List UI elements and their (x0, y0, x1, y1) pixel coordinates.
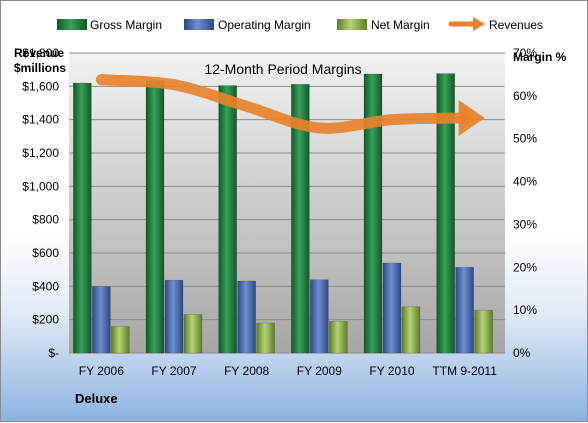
y-right-tick-label: 40% (513, 175, 537, 189)
company-label: Deluxe (75, 391, 118, 406)
y-left-label-line2: $millions (14, 61, 66, 75)
bar-operating-margin (164, 279, 184, 354)
bars (73, 73, 493, 354)
legend-swatch-gross-margin (57, 19, 87, 30)
plot-area (69, 53, 505, 353)
legend-swatch-revenues-arrowhead (473, 17, 485, 31)
y-left-tick-label: $1,200 (22, 146, 59, 160)
legend-label-revenues: Revenues (489, 18, 543, 32)
revenue-line-path (95, 74, 471, 134)
x-tick-label: FY 2007 (151, 364, 196, 378)
bar-gross-margin (363, 73, 383, 354)
bar-gross-margin (436, 73, 455, 354)
bar-net-margin (183, 314, 203, 354)
y-right-tick-label: 60% (513, 89, 537, 103)
x-tick-label: TTM 9-2011 (432, 364, 497, 378)
bar-net-margin (474, 309, 493, 354)
revenue-arrowhead (458, 100, 485, 136)
bar-net-margin (256, 322, 275, 354)
y-right-tick-label: 10% (513, 303, 537, 317)
y-left-tick-label: $800 (32, 213, 59, 227)
y-left-tick-label: $1,600 (22, 79, 59, 93)
y-left-tick-label: $1,800 (22, 46, 59, 60)
y-right-tick-label: 20% (513, 260, 537, 274)
y-right-tick-label: 30% (513, 217, 537, 231)
legend-label-net-margin: Net Margin (371, 18, 430, 32)
chart-title: 12-Month Period Margins (204, 61, 361, 77)
x-tick-label: FY 2008 (224, 364, 269, 378)
y-axis-left: $- $200 $400 $600 $800 $1,000 $1,200 $1,400 $1,6… (22, 46, 59, 360)
bar-operating-margin (92, 286, 111, 354)
bar-operating-margin (310, 279, 329, 354)
y-left-tick-label: $600 (32, 246, 59, 260)
x-tick-label: FY 2006 (79, 364, 124, 378)
y-left-tick-label: $1,400 (22, 113, 59, 127)
bar-operating-margin (455, 267, 474, 354)
y-right-tick-label: 0% (513, 346, 531, 360)
bar-operating-margin (237, 280, 256, 354)
bar-gross-margin (145, 80, 165, 354)
bar-gross-margin (291, 84, 310, 354)
y-right-tick-label: 50% (513, 132, 537, 146)
x-tick-label: FY 2010 (369, 364, 414, 378)
y-right-label: Margin % (513, 50, 567, 64)
y-left-tick-label: $200 (32, 313, 59, 327)
y-right-tick-label: 70% (513, 46, 537, 60)
y-left-tick-label: $400 (32, 279, 59, 293)
bar-net-margin (111, 326, 130, 354)
bar-net-margin (329, 321, 348, 354)
bar-net-margin (401, 306, 421, 354)
legend-swatch-operating-margin (184, 19, 214, 30)
y-left-tick-label: $- (48, 346, 59, 360)
x-tick-label: FY 2009 (297, 364, 342, 378)
y-left-tick-label: $1,000 (22, 179, 59, 193)
legend-label-operating-margin: Operating Margin (218, 18, 311, 32)
y-left-label-line1: Revenue (14, 46, 64, 60)
legend-label-gross-margin: Gross Margin (90, 18, 162, 32)
bar-operating-margin (382, 262, 402, 354)
legend-swatch-net-margin (337, 19, 367, 30)
bar-gross-margin (73, 82, 92, 354)
revenue-line (95, 74, 485, 136)
legend: Gross Margin Operating Margin Net Margin… (57, 17, 543, 32)
x-axis: FY 2006 FY 2007 FY 2008 FY 2009 FY 2010 TTM 9… (79, 364, 497, 378)
y-axis-right: 0% 10% 20% 30% 40% 50% 60% 70% (513, 46, 537, 360)
bar-gross-margin (218, 85, 237, 354)
